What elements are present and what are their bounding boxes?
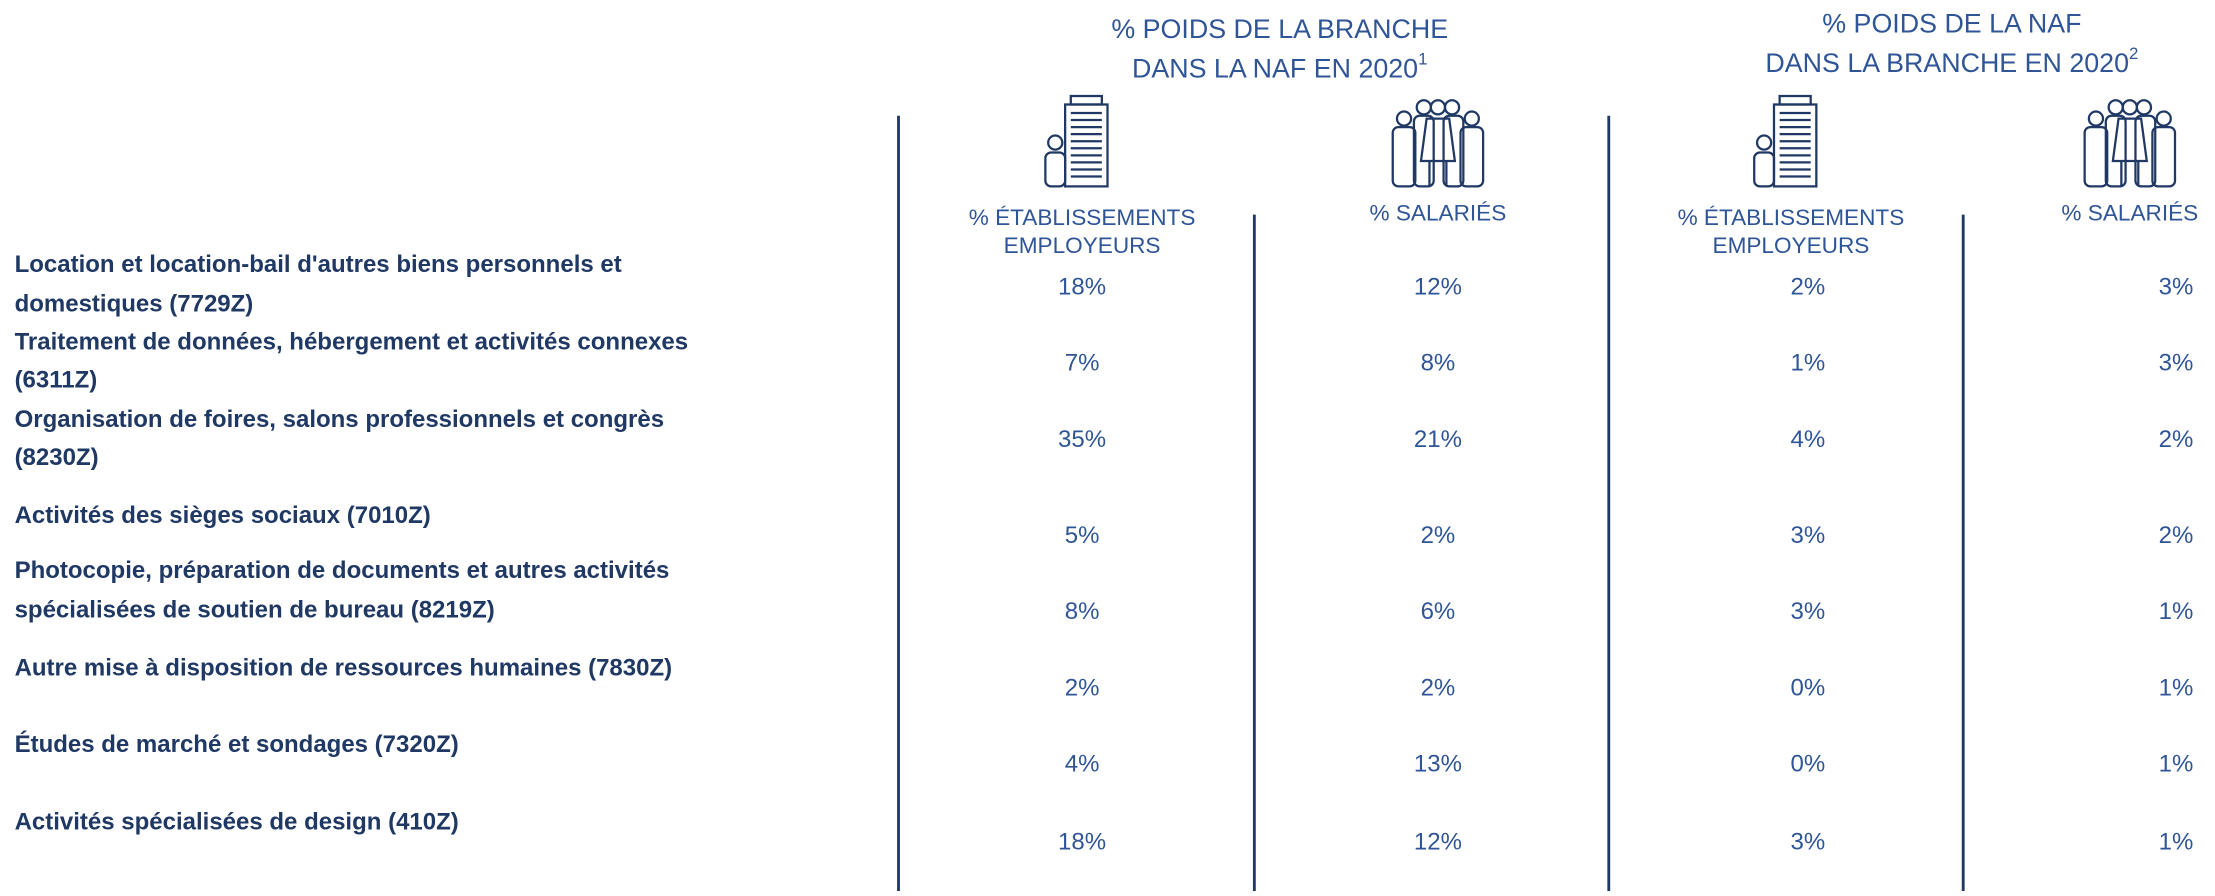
icon-part: [1753, 151, 1776, 188]
icon-part: [1412, 114, 1435, 188]
cell-value: 3%: [1791, 828, 1826, 855]
column-label: EMPLOYEURS: [1004, 233, 1161, 258]
cell-value: 8%: [1421, 350, 1456, 377]
column-label: % ÉTABLISSEMENTS: [969, 205, 1196, 230]
cell-value: 8%: [1065, 598, 1100, 625]
group-title: DANS LA NAF EN 20201: [1132, 50, 1428, 83]
cell-value: 1%: [2159, 674, 2194, 701]
icon-part: [2087, 110, 2105, 127]
title-line: DANS LA BRANCHE EN 2020: [1765, 48, 2129, 78]
cell-value: 3%: [1791, 598, 1826, 625]
icon-part: [1429, 99, 1447, 116]
cell-value: 6%: [1421, 598, 1456, 625]
people-icon: [1391, 99, 1485, 188]
icon-part: [1778, 94, 1812, 106]
row-label: Activités des sièges sociaux (7010Z): [15, 502, 431, 529]
cell-value: 0%: [1791, 674, 1826, 701]
cell-value: 18%: [1058, 828, 1106, 855]
icon-part: [2121, 99, 2139, 116]
row-label: spécialisées de soutien de bureau (8219Z…: [15, 597, 495, 624]
row-label: Traitement de données, hébergement et ac…: [15, 328, 689, 355]
cell-value: 35%: [1058, 426, 1106, 453]
cell-value: 13%: [1414, 751, 1462, 778]
row-label: Études de marché et sondages (7320Z): [15, 730, 459, 758]
column-label: EMPLOYEURS: [1713, 233, 1870, 258]
icon-part: [1064, 103, 1109, 188]
footnote-ref: 1: [1418, 50, 1427, 69]
icon-part: [1069, 94, 1103, 106]
icon-part: [2134, 114, 2157, 188]
cell-value: 3%: [2159, 350, 2194, 377]
icon-part: [1459, 125, 1485, 188]
cell-value: 2%: [2159, 522, 2194, 549]
row-label: Autre mise à disposition de ressources h…: [15, 655, 673, 682]
cell-value: 4%: [1791, 426, 1826, 453]
title-line: DANS LA NAF EN 2020: [1132, 54, 1418, 84]
row-label: Activités spécialisées de design (410Z): [15, 809, 459, 836]
building-icon: [1044, 94, 1109, 188]
cell-value: 7%: [1065, 350, 1100, 377]
cell-value: 5%: [1065, 522, 1100, 549]
row-label: domestiques (7729Z): [15, 290, 254, 317]
cell-value: 1%: [2159, 828, 2194, 855]
cell-value: 2%: [1791, 273, 1826, 300]
icon-part: [1443, 99, 1461, 116]
cell-value: 3%: [2159, 273, 2194, 300]
cell-value: 1%: [2159, 751, 2194, 778]
cell-value: 21%: [1414, 426, 1462, 453]
cell-value: 1%: [1791, 350, 1826, 377]
footnote-ref: 2: [2129, 45, 2138, 64]
row-label: (6311Z): [15, 367, 98, 394]
row-label: Organisation de foires, salons professio…: [15, 406, 664, 433]
group-title: % POIDS DE LA BRANCHE: [1111, 14, 1448, 44]
group-title: DANS LA BRANCHE EN 20202: [1765, 45, 2138, 78]
icon-part: [1772, 103, 1818, 188]
icon-part: [2104, 114, 2127, 188]
icon-part: [1391, 125, 1417, 188]
icon-part: [1419, 117, 1457, 187]
cell-value: 1%: [2159, 598, 2194, 625]
cell-value: 4%: [1065, 751, 1100, 778]
icon-part: [1442, 114, 1465, 188]
icon-part: [1755, 134, 1773, 151]
cell-value: 2%: [1065, 674, 1100, 701]
column-label: % ÉTABLISSEMENTS: [1678, 205, 1905, 230]
people-icon: [2083, 99, 2177, 188]
title-line: % POIDS DE LA NAF: [1822, 8, 2081, 38]
building-icon: [1753, 94, 1818, 188]
icon-part: [1044, 151, 1067, 188]
dividers: [897, 115, 1965, 891]
column-label: % SALARIÉS: [1370, 201, 1507, 226]
title-line: % POIDS DE LA BRANCHE: [1111, 14, 1448, 44]
icons: [1044, 94, 2177, 188]
row-label: Location et location-bail d'autres biens…: [15, 251, 622, 278]
row-label: (8230Z): [15, 444, 99, 471]
group-title: % POIDS DE LA NAF: [1822, 8, 2081, 38]
cell-value: 3%: [1791, 522, 1826, 549]
cell-value: 2%: [1421, 674, 1456, 701]
cell-value: 12%: [1414, 273, 1462, 300]
icon-part: [2135, 99, 2153, 116]
icon-part: [1047, 134, 1064, 151]
cell-value: 18%: [1058, 273, 1106, 300]
cell-value: 0%: [1791, 751, 1826, 778]
icon-part: [1415, 99, 1432, 116]
column-label: % SALARIÉS: [2061, 201, 2198, 226]
icon-part: [2111, 117, 2149, 187]
cell-value: 12%: [1414, 828, 1462, 855]
row-label: Photocopie, préparation de documents et …: [15, 557, 670, 584]
icon-part: [2083, 125, 2109, 188]
icon-part: [1395, 110, 1413, 127]
icon-part: [2155, 110, 2172, 127]
icon-part: [2107, 99, 2124, 116]
cell-value: 2%: [2159, 426, 2194, 453]
cell-value: 2%: [1421, 522, 1456, 549]
icon-part: [1463, 110, 1480, 127]
icon-part: [2151, 125, 2177, 188]
